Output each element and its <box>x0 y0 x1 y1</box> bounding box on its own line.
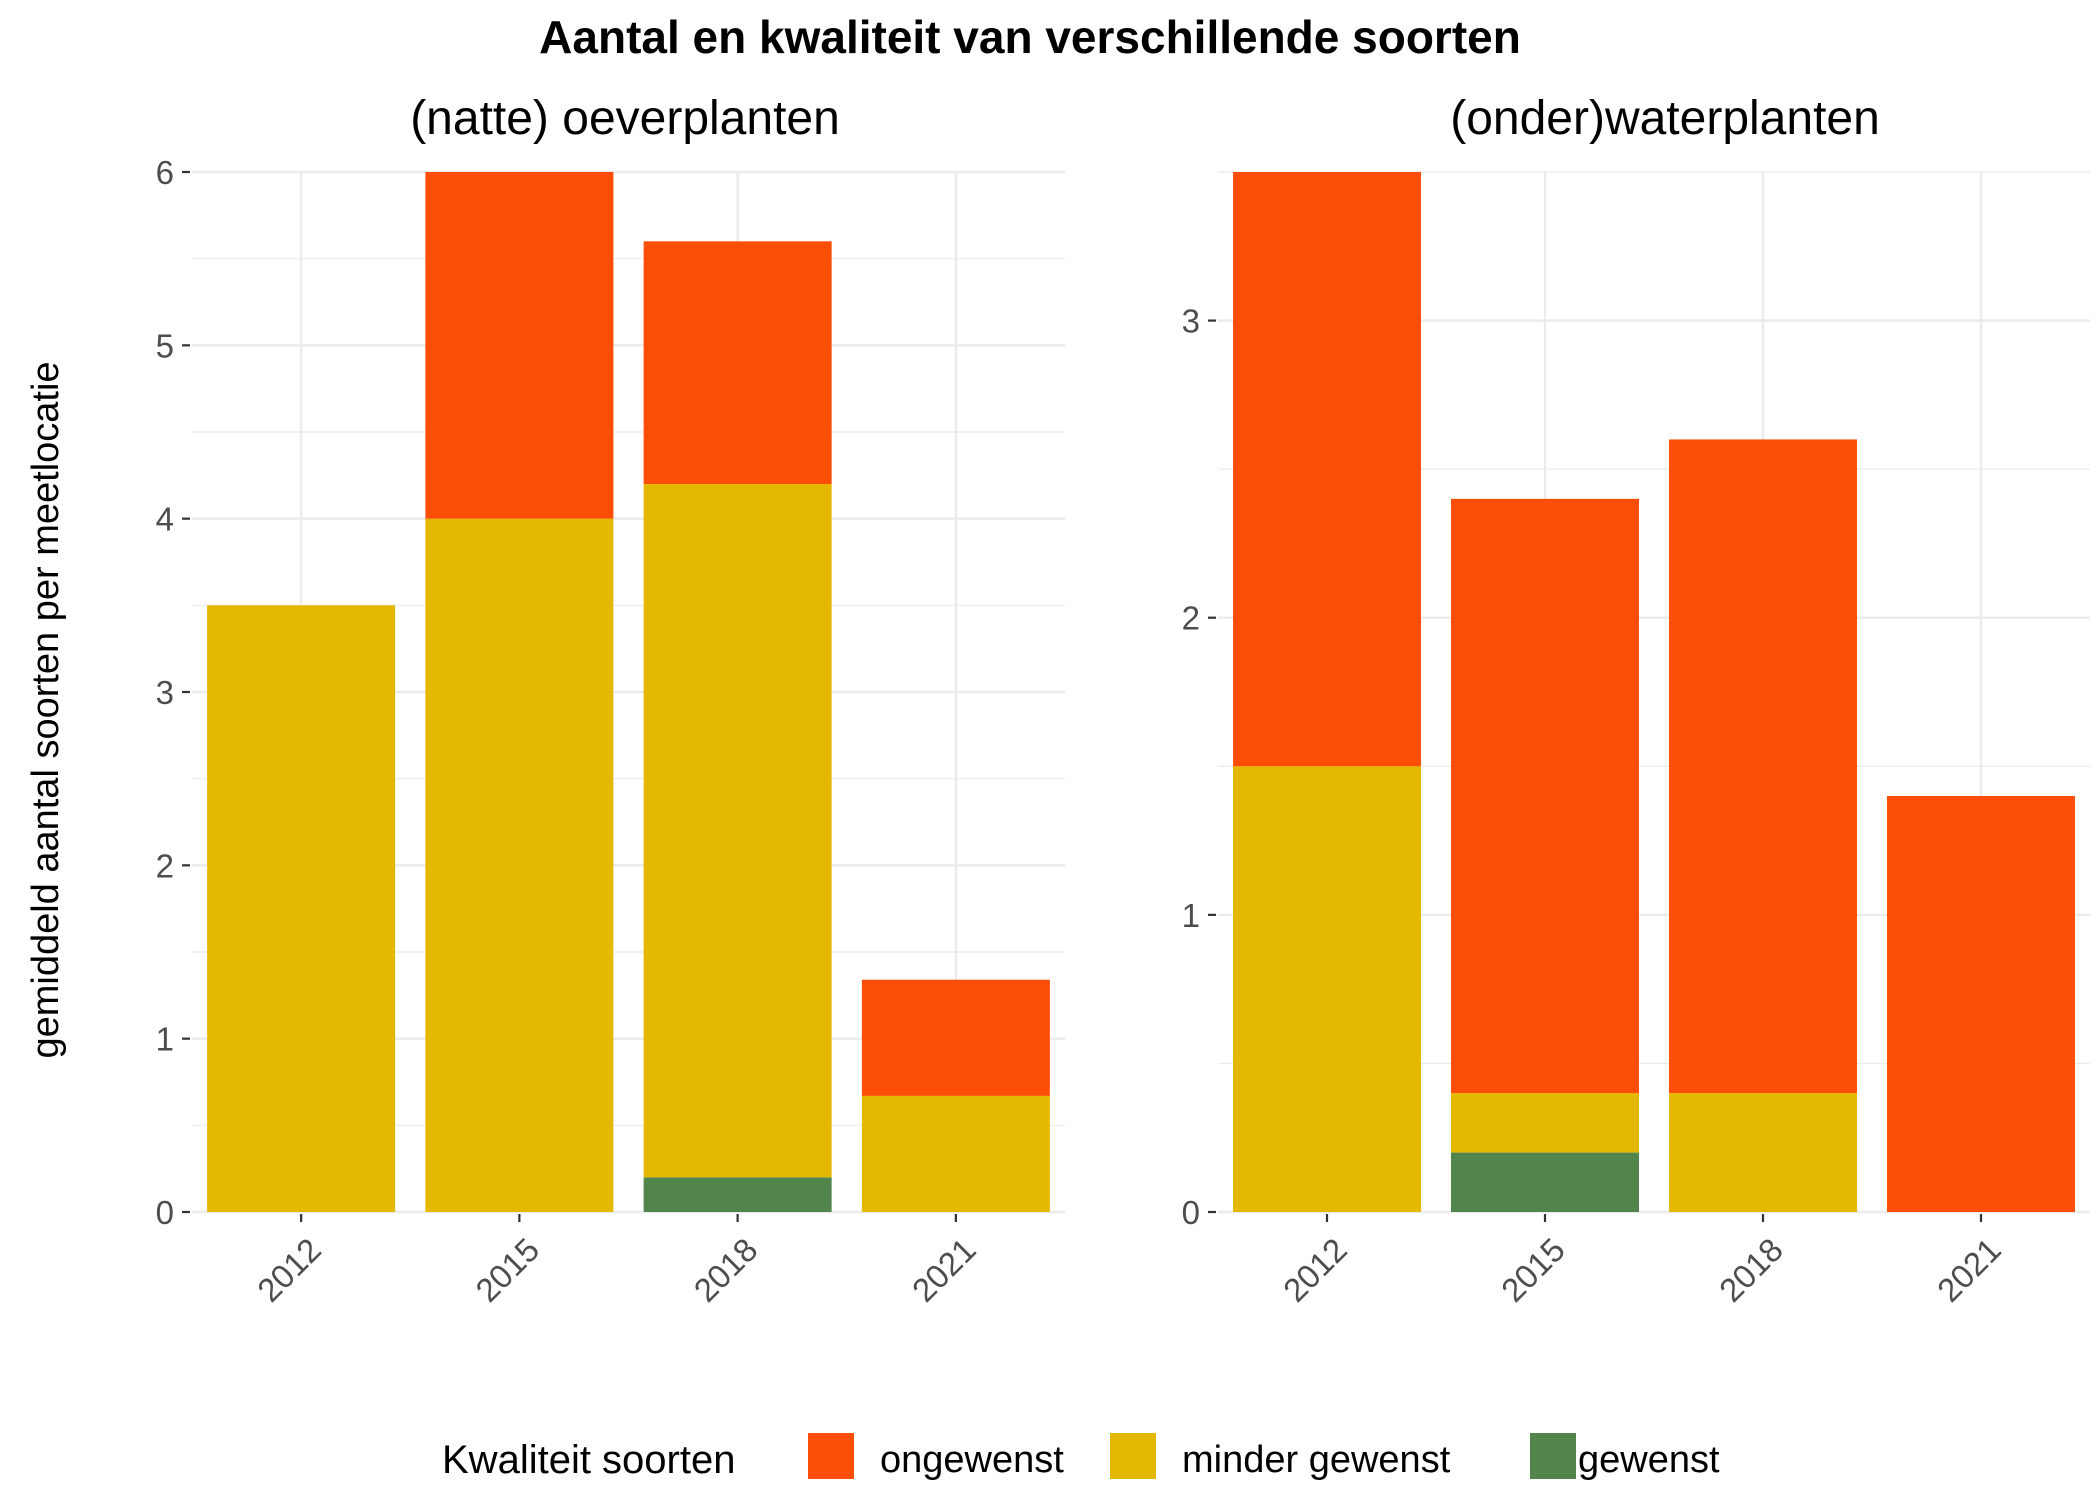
bar-2018-minder-gewenst <box>1669 1093 1857 1212</box>
legend-swatch-gewenst <box>1530 1433 1576 1479</box>
legend-swatch-ongewenst <box>808 1433 854 1479</box>
bar-2015-gewenst <box>1451 1152 1639 1212</box>
bar-2021-ongewenst <box>861 979 1050 1096</box>
bar-2012-minder-gewenst <box>207 605 396 1212</box>
bar-2015-ongewenst <box>1451 498 1639 1094</box>
legend-label-minder-gewenst: minder gewenst <box>1182 1439 1451 1481</box>
y-axis-label: gemiddeld aantal soorten per meetlocatie <box>25 361 67 1058</box>
legend-label-ongewenst: ongewenst <box>880 1439 1064 1481</box>
y-tick-label: 2 <box>156 847 174 884</box>
legend-swatch-minder-gewenst <box>1110 1433 1156 1479</box>
bar-2018-ongewenst <box>643 241 832 484</box>
y-tick-label: 1 <box>1182 897 1200 934</box>
y-tick-label: 4 <box>156 501 174 538</box>
bar-2018-ongewenst <box>1669 439 1857 1094</box>
bar-2015-minder-gewenst <box>1451 1093 1639 1153</box>
panel-title: (natte) oeverplanten <box>410 92 840 145</box>
bar-2012-ongewenst <box>1233 172 1421 767</box>
bar-2015-ongewenst <box>425 172 614 519</box>
bar-2021-ongewenst <box>1887 796 2075 1212</box>
y-tick-label: 3 <box>1182 303 1200 340</box>
panel-waterplanten: (onder)waterplanten 0 1 2 3 2012 2015 2018 2021 <box>1182 92 2090 1309</box>
x-tick-label: 2015 <box>1494 1231 1572 1309</box>
x-tick-label: 2012 <box>250 1231 328 1309</box>
y-tick-label: 6 <box>156 154 174 191</box>
bar-2018-minder-gewenst <box>643 484 832 1178</box>
y-tick-label: 0 <box>1182 1194 1200 1231</box>
x-tick-label: 2021 <box>1930 1231 2008 1309</box>
legend-title: Kwaliteit soorten <box>442 1438 735 1482</box>
bar-2018-gewenst <box>643 1177 832 1212</box>
y-tick-label: 3 <box>156 674 174 711</box>
bar-2012-minder-gewenst <box>1233 766 1421 1212</box>
x-tick-label: 2015 <box>468 1231 546 1309</box>
y-tick-label: 5 <box>156 327 174 364</box>
x-tick-label: 2018 <box>1712 1231 1790 1309</box>
x-tick-label: 2021 <box>905 1231 983 1309</box>
x-tick-label: 2012 <box>1276 1231 1354 1309</box>
chart-title: Aantal en kwaliteit van verschillende so… <box>539 11 1521 63</box>
legend-label-gewenst: gewenst <box>1578 1439 1720 1481</box>
y-tick-label: 2 <box>1182 600 1200 637</box>
x-tick-label: 2018 <box>686 1231 764 1309</box>
bar-2021-minder-gewenst <box>861 1095 1050 1212</box>
bar-2015-minder-gewenst <box>425 518 614 1212</box>
y-tick-label: 1 <box>156 1021 174 1058</box>
y-tick-label: 0 <box>156 1194 174 1231</box>
panel-oeverplanten: (natte) oeverplanten 0 1 2 3 4 5 6 2012 2015 2018… <box>156 92 1065 1309</box>
legend: Kwaliteit soorten ongewenst minder gewen… <box>442 1433 1720 1482</box>
panel-title: (onder)waterplanten <box>1450 92 1880 145</box>
